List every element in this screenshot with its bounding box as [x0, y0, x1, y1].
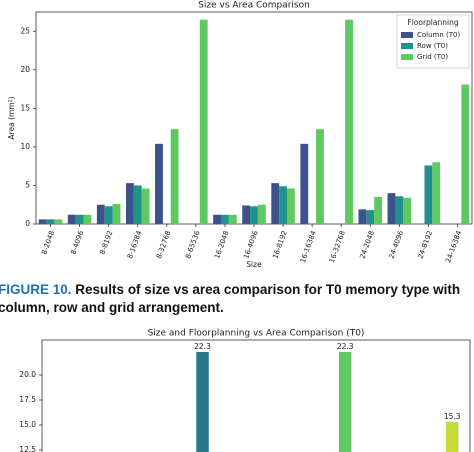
bar — [403, 197, 412, 224]
bar — [221, 214, 229, 224]
x-tick-label: 8-16384 — [126, 229, 144, 260]
bar — [358, 209, 367, 224]
caption-line: FIGURE 10. Results of size vs area compa… — [0, 282, 460, 297]
bar — [432, 162, 441, 224]
bar — [374, 197, 383, 224]
x-tick-label: 8-4096 — [69, 229, 85, 256]
value-label: 22.3 — [337, 342, 354, 351]
bar — [257, 204, 266, 224]
bar — [170, 129, 179, 224]
legend-swatch — [401, 32, 413, 38]
x-tick-label: 24-8192 — [417, 230, 435, 260]
x-axis-label: Size — [246, 260, 262, 269]
x-tick-label: 16-32768 — [328, 230, 347, 264]
x-tick-label: 16-2048 — [213, 230, 231, 260]
caption-text: Results of size vs area comparison for T… — [75, 282, 461, 297]
caption-line: column, row and grid arrangement. — [0, 300, 224, 315]
x-tick-label: 16-16384 — [299, 229, 318, 264]
legend-swatch — [401, 43, 413, 49]
bar — [38, 219, 47, 224]
bar — [424, 165, 433, 224]
x-tick-label: 8-65536 — [184, 229, 202, 260]
legend-title: Floorplanning — [407, 18, 458, 27]
y-tick-label: 20 — [20, 65, 30, 74]
bar — [345, 19, 353, 224]
bar — [250, 206, 258, 224]
bar — [75, 214, 84, 224]
bar — [242, 205, 251, 224]
bar — [338, 352, 352, 452]
bar — [133, 185, 142, 224]
value-label: 22.3 — [194, 342, 211, 351]
bar — [213, 214, 222, 224]
bar — [125, 183, 134, 224]
bar — [387, 193, 396, 224]
caption-text: column, row and grid arrangement. — [0, 300, 224, 315]
y-tick-label: 17.5 — [19, 395, 36, 404]
x-tick-label: 24-4096 — [388, 229, 406, 260]
bar — [54, 219, 63, 224]
x-tick-label: 24-2048 — [359, 230, 377, 260]
legend-swatch — [401, 54, 413, 60]
bar — [67, 214, 76, 224]
bar — [141, 188, 150, 224]
x-tick-label: 24-16384 — [444, 229, 463, 264]
bar — [279, 186, 287, 224]
bar — [196, 352, 209, 452]
legend-label: Grid (T0) — [417, 53, 448, 61]
bar — [83, 214, 92, 224]
y-tick-label: 0 — [25, 219, 30, 228]
chart-title: Size and Floorplanning vs Area Compariso… — [148, 329, 365, 339]
x-tick-label: 16-4096 — [242, 229, 260, 260]
bar — [155, 143, 163, 224]
value-label: 15.3 — [444, 412, 461, 421]
bar — [199, 19, 208, 224]
figure-label: FIGURE 10. — [0, 282, 72, 297]
bar — [395, 196, 404, 224]
y-tick-label: 15.0 — [19, 420, 36, 429]
y-axis-label: Area (mm²) — [7, 96, 16, 139]
bar — [445, 422, 459, 452]
x-tick-label: 8-2048 — [40, 230, 56, 256]
bar — [316, 129, 324, 224]
bar — [46, 219, 55, 224]
bar — [366, 210, 375, 224]
bar — [271, 183, 280, 224]
y-tick-label: 20.0 — [19, 370, 36, 379]
x-tick-label: 16-8192 — [271, 230, 289, 260]
bar — [104, 206, 113, 224]
y-tick-label: 15 — [20, 103, 30, 112]
legend-label: Column (T0) — [417, 31, 460, 39]
plot-frame — [41, 339, 471, 452]
y-tick-label: 5 — [25, 180, 30, 189]
bar — [112, 203, 121, 224]
chart-title: Size vs Area Comparison — [198, 1, 310, 11]
bar — [461, 84, 470, 224]
y-tick-label: 12.5 — [19, 445, 36, 452]
y-tick-label: 10 — [20, 142, 30, 151]
x-tick-label: 8-32768 — [155, 230, 173, 260]
bar — [228, 214, 237, 224]
y-tick-label: 25 — [20, 26, 30, 35]
legend-label: Row (T0) — [417, 42, 448, 50]
bar — [286, 188, 295, 224]
bar — [96, 204, 105, 224]
x-tick-label: 8-8192 — [98, 230, 114, 256]
bar — [300, 143, 309, 224]
